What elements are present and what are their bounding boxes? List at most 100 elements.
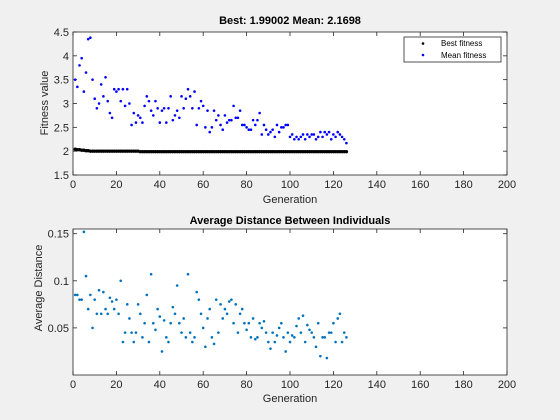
distance-point-series-0: [110, 300, 114, 303]
fitness-chart-title: Best: 1.99002 Mean: 2.1698: [219, 15, 361, 27]
distance-point-series-0: [167, 340, 170, 344]
fitness-chart: Best: 1.99002 Mean: 2.1698 Generation Fi…: [39, 15, 516, 206]
fitness-point-mean-fitness: [271, 128, 274, 132]
distance-point-series-0: [249, 336, 253, 339]
fitness-point-mean-fitness: [336, 130, 340, 134]
distance-point-series-0: [171, 305, 175, 309]
distance-x-tick-label: 160: [411, 379, 429, 391]
distance-point-series-0: [273, 340, 277, 344]
distance-point-series-0: [186, 272, 190, 276]
fitness-point-mean-fitness: [130, 123, 133, 127]
fitness-point-mean-fitness: [306, 133, 309, 136]
fitness-point-mean-fitness: [249, 128, 253, 132]
distance-point-series-0: [334, 340, 337, 344]
fitness-point-mean-fitness: [106, 99, 110, 103]
fitness-point-mean-fitness: [108, 111, 112, 115]
fitness-x-tick-label: 100: [281, 179, 299, 191]
distance-point-series-0: [232, 321, 235, 325]
fitness-x-tick-label: 0: [70, 179, 76, 191]
distance-point-series-0: [323, 336, 327, 339]
fitness-point-mean-fitness: [102, 95, 105, 98]
fitness-point-mean-fitness: [234, 116, 238, 120]
distance-point-series-0: [301, 314, 305, 317]
fitness-point-mean-fitness: [201, 104, 205, 108]
distance-point-series-0: [293, 336, 296, 339]
fitness-point-mean-fitness: [134, 121, 138, 124]
fitness-point-mean-fitness: [253, 123, 257, 127]
distance-point-series-0: [327, 331, 331, 334]
distance-point-series-0: [193, 336, 196, 339]
distance-point-series-0: [184, 336, 188, 339]
fitness-point-mean-fitness: [227, 118, 231, 122]
fitness-point-mean-fitness: [178, 116, 181, 120]
distance-point-series-0: [240, 307, 244, 311]
distance-y-tick-label: 0.1: [54, 276, 69, 288]
fitness-point-mean-fitness: [230, 118, 233, 122]
fitness-point-mean-fitness: [82, 90, 86, 93]
distance-axes-ticks: 0 20 40 60 80 100 120 140 160 180 200 0.05 0.1 0.15: [48, 229, 517, 391]
distance-point-series-0: [245, 328, 248, 332]
fitness-point-mean-fitness: [225, 121, 229, 124]
fitness-data-marks: [73, 36, 349, 154]
fitness-point-mean-fitness: [193, 90, 196, 93]
fitness-point-mean-fitness: [273, 135, 277, 139]
distance-point-series-0: [295, 324, 298, 328]
distance-point-series-0: [340, 340, 344, 344]
distance-point-series-0: [314, 345, 318, 349]
legend-marker-best-fitness: [421, 42, 425, 45]
fitness-point-mean-fitness: [89, 36, 92, 40]
distance-point-series-0: [338, 312, 342, 316]
distance-point-series-0: [212, 342, 216, 346]
fitness-point-mean-fitness: [76, 85, 79, 89]
distance-point-series-0: [76, 293, 79, 297]
distance-point-series-0: [262, 320, 266, 323]
fitness-point-mean-fitness: [280, 126, 283, 129]
distance-point-series-0: [125, 303, 129, 306]
fitness-point-mean-fitness: [269, 130, 272, 134]
distance-point-series-0: [345, 336, 348, 339]
fitness-point-mean-fitness: [223, 114, 227, 117]
distance-point-series-0: [206, 317, 209, 320]
fitness-point-mean-fitness: [245, 126, 248, 129]
fitness-x-tick-label: 40: [154, 179, 166, 191]
fitness-point-mean-fitness: [191, 106, 194, 110]
fitness-point-mean-fitness: [267, 133, 270, 136]
fitness-point-mean-fitness: [165, 121, 168, 124]
distance-point-series-0: [204, 345, 207, 349]
distance-point-series-0: [230, 298, 233, 301]
distance-point-series-0: [267, 340, 270, 344]
fitness-y-tick-label: 2.5: [54, 122, 69, 134]
fitness-y-tick-label: 3: [63, 99, 69, 111]
fitness-x-tick-label: 180: [454, 179, 472, 191]
fitness-point-mean-fitness: [162, 106, 166, 110]
distance-data-marks: [73, 230, 348, 360]
distance-point-series-0: [271, 331, 274, 334]
distance-point-series-0: [223, 307, 227, 311]
fitness-point-mean-fitness: [73, 78, 77, 81]
distance-point-series-0: [93, 298, 96, 301]
distance-point-series-0: [312, 336, 316, 339]
distance-point-series-0: [247, 321, 251, 325]
fitness-point-mean-fitness: [282, 126, 285, 129]
fitness-point-mean-fitness: [323, 130, 327, 134]
fitness-point-mean-fitness: [219, 123, 222, 127]
distance-x-axis-label: Generation: [263, 393, 317, 405]
fitness-point-mean-fitness: [175, 109, 179, 112]
distance-point-series-0: [269, 347, 272, 350]
distance-x-tick-label: 180: [454, 379, 472, 391]
fitness-point-mean-fitness: [338, 133, 342, 136]
distance-point-series-0: [178, 321, 181, 325]
fitness-point-mean-fitness: [158, 121, 162, 124]
fitness-point-mean-fitness: [121, 87, 125, 91]
fitness-point-mean-fitness: [293, 137, 296, 141]
distance-y-tick-label: 0.05: [48, 323, 69, 335]
distance-point-series-0: [332, 321, 335, 325]
distance-point-series-0: [162, 319, 166, 322]
distance-point-series-0: [284, 350, 287, 353]
fitness-point-mean-fitness: [204, 126, 207, 129]
fitness-point-mean-fitness: [136, 114, 140, 117]
fitness-point-mean-fitness: [251, 118, 255, 122]
distance-point-series-0: [299, 331, 303, 334]
distance-chart: Average Distance Between Individuals Gen…: [33, 215, 516, 405]
